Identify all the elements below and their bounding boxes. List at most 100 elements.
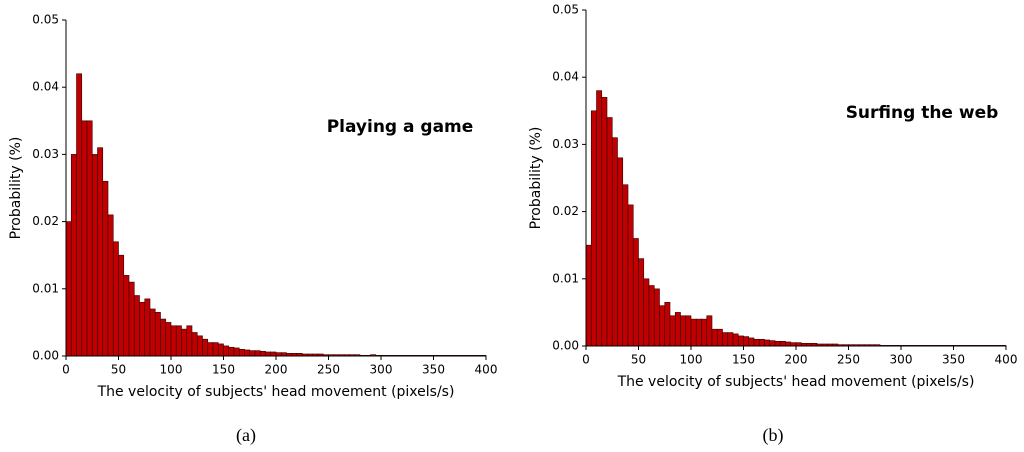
- y-tick-label: 0.00: [32, 349, 59, 363]
- bar: [690, 318, 697, 347]
- bar: [748, 337, 755, 347]
- bar: [680, 315, 687, 347]
- bar: [685, 315, 692, 347]
- bar: [144, 298, 151, 357]
- bar: [622, 184, 629, 347]
- x-tick-label: 100: [680, 353, 703, 367]
- x-tick-label: 350: [942, 353, 965, 367]
- bar: [669, 315, 676, 347]
- x-tick-label: 400: [475, 363, 498, 377]
- bar: [722, 332, 729, 347]
- y-tick-label: 0.01: [32, 281, 59, 295]
- bar: [711, 328, 718, 347]
- bar: [695, 318, 702, 347]
- y-tick-label: 0.05: [552, 3, 579, 17]
- x-tick-label: 100: [160, 363, 183, 377]
- bar: [764, 339, 771, 347]
- bar: [191, 332, 198, 357]
- x-tick-label: 150: [212, 363, 235, 377]
- bar: [244, 349, 251, 357]
- bar: [732, 333, 739, 347]
- bar: [664, 302, 671, 347]
- bar: [769, 340, 776, 347]
- x-tick-label: 250: [317, 363, 340, 377]
- bar: [727, 332, 734, 347]
- x-tick-label: 400: [995, 353, 1018, 367]
- bar: [627, 204, 634, 347]
- x-tick-label: 50: [631, 353, 646, 367]
- caption: (b): [763, 425, 784, 446]
- bar: [653, 288, 660, 347]
- bar: [102, 180, 109, 357]
- y-axis-label: Probability (%): [528, 127, 544, 230]
- bar: [706, 315, 713, 347]
- x-tick-label: 0: [582, 353, 590, 367]
- bar: [118, 254, 125, 357]
- bar: [280, 352, 287, 357]
- bar: [270, 351, 277, 357]
- bar: [249, 350, 256, 357]
- bar: [643, 278, 650, 347]
- x-axis-label: The velocity of subjects' head movement …: [97, 384, 455, 400]
- x-tick-label: 300: [370, 363, 393, 377]
- bar: [259, 350, 266, 357]
- bar: [265, 351, 272, 357]
- bar: [139, 301, 146, 357]
- bar: [65, 221, 72, 357]
- bar: [674, 312, 681, 347]
- bar: [795, 342, 802, 347]
- bar: [790, 342, 797, 347]
- bar: [596, 90, 603, 347]
- bar: [275, 352, 282, 357]
- bar: [638, 258, 645, 347]
- bar: [202, 338, 209, 357]
- bar: [590, 110, 597, 347]
- bar: [196, 335, 203, 357]
- bar: [160, 318, 167, 357]
- bar: [223, 345, 230, 357]
- bar: [611, 137, 618, 347]
- y-tick-label: 0.01: [552, 271, 579, 285]
- bar: [165, 322, 172, 357]
- bar: [701, 318, 708, 347]
- bar: [228, 346, 235, 357]
- bar: [81, 120, 88, 357]
- bar: [170, 325, 177, 357]
- bar: [217, 343, 224, 357]
- x-tick-label: 300: [890, 353, 913, 367]
- x-tick-label: 350: [422, 363, 445, 377]
- bar: [207, 342, 214, 357]
- bar: [779, 340, 786, 347]
- x-tick-label: 0: [62, 363, 70, 377]
- bar: [716, 328, 723, 347]
- caption: (a): [236, 425, 256, 446]
- bar: [617, 157, 624, 347]
- bar: [774, 340, 781, 347]
- y-tick-label: 0.03: [32, 147, 59, 161]
- bar: [70, 154, 77, 357]
- bar: [659, 305, 666, 347]
- bar: [233, 347, 240, 357]
- y-tick-label: 0.04: [32, 80, 59, 94]
- bar: [86, 120, 93, 357]
- chart-title: Playing a game: [327, 117, 474, 137]
- x-tick-label: 200: [265, 363, 288, 377]
- bar: [585, 244, 592, 347]
- bar: [175, 325, 182, 357]
- bar: [648, 285, 655, 347]
- bar: [254, 350, 261, 357]
- x-tick-label: 50: [111, 363, 126, 377]
- y-tick-label: 0.02: [32, 214, 59, 228]
- bar: [743, 336, 750, 347]
- bar: [758, 338, 765, 347]
- bar: [753, 338, 760, 347]
- bar: [107, 214, 114, 357]
- bar: [91, 154, 98, 357]
- bar: [154, 312, 161, 357]
- y-tick-label: 0.02: [552, 204, 579, 218]
- bar: [128, 281, 135, 357]
- bar: [186, 325, 193, 357]
- bar: [123, 275, 130, 357]
- y-axis-label: Probability (%): [8, 137, 24, 240]
